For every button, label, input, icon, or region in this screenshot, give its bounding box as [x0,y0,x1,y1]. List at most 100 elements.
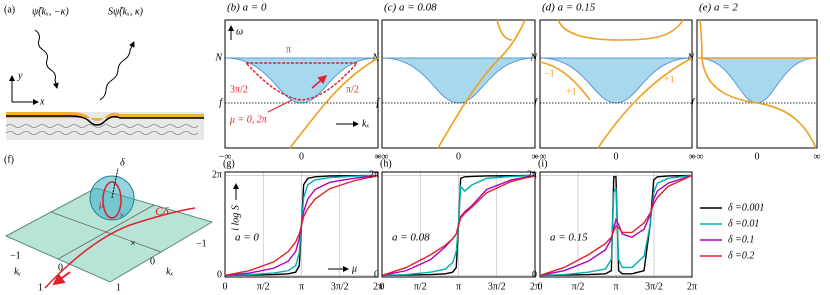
x-tick-label: ∞ [374,151,381,162]
y-axis-label: i log S [230,205,241,231]
band [496,19,513,41]
legend-label: δ =0.001 [728,202,764,213]
series-line [539,174,693,277]
legend-label: δ =0.2 [728,250,754,261]
x-tick-label: 2π [530,281,540,292]
y-tick-label: N [214,52,223,63]
panel-label: (i) [538,158,547,169]
well [696,57,818,104]
kx-label: kₓ [362,118,369,129]
plot-frame [539,171,693,278]
x-tick-label: ∞ [531,151,538,162]
well [224,57,379,104]
panel-b-notes: ω kₓ π 3π/2 π/2 μ = 0, 2π [228,25,369,129]
series-line [539,174,693,277]
y-tick-label: 0 [532,270,537,281]
panel-frame [381,19,536,149]
x-axis-label: μ [351,263,357,274]
ky-label: kᵧ [14,266,21,277]
x-tick-label: ∞ [813,151,820,162]
winding-label: +1 [664,74,675,85]
contour-label: 3π/2 [230,84,248,95]
incident-wave-label: ψ̂(kₓ, −κ) [32,6,69,17]
legend-label: δ =0.1 [728,234,754,245]
contour-label: Cδ [155,204,169,218]
top-panels: (b) a = 0 Nf −∞ 0 ∞ (c) a = 0.08 Nf −∞ 0 ∞ (d) a =… [214,2,820,163]
panel-d-notes: −1 +1 +1 [544,68,675,97]
plot-frame [381,171,536,278]
scattered-wave-label: Sψ̂(kₓ, κ) [108,6,144,17]
band [597,57,693,149]
panel-label: (h) [380,158,392,169]
x-tick-label: π [613,281,618,292]
x-label: x [39,96,45,107]
band [557,19,684,41]
x-tick-label: 0 [299,151,304,162]
panel-frame [539,19,693,149]
panel-frame [224,19,379,149]
scattered-wave [99,41,135,101]
y-tick-label: N [529,52,538,63]
mu-loop [102,181,122,219]
singularity: × [130,238,136,249]
kx-label: kₓ [166,266,173,277]
band [756,102,817,149]
tick-label: 0 [58,262,63,273]
well [381,57,536,104]
tick-label: −1 [196,238,207,249]
winding-label: +1 [566,86,577,97]
series-line [381,174,536,277]
legend-label: δ =0.01 [728,218,759,229]
y-tick-label: f [534,97,538,108]
panel-frame [696,19,818,149]
x-tick-label: π/2 [572,281,585,292]
tick-label: −1 [10,250,21,261]
tick-label: 0 [150,256,155,267]
y-tick-label: 2π [527,170,537,181]
y-tick-label: 0 [374,270,379,281]
x-tick-label: 0 [223,281,228,292]
panel-label: (f) [4,154,14,165]
panel-f: (f) × × δ μ Cδ −1 −1 0 0 1 1 kᵧ kₓ [4,154,214,293]
y-tick-label: 2π [212,170,222,181]
x-tick-label: −∞ [219,151,232,162]
x-tick-label: 0 [380,281,385,292]
x-tick-label: π/2 [414,281,427,292]
y-tick-label: 0 [217,270,222,281]
x-tick-label: π [299,281,304,292]
delta-radius [111,167,119,199]
y-label: y [17,70,23,81]
x-tick-label: ∞ [688,151,695,162]
band [539,61,591,101]
surface-layer [6,112,204,121]
panel-label: (g) [223,158,235,169]
lattice [5,124,199,135]
panel-title: (d) a = 0.15 [542,2,596,14]
contour-label: π [286,44,291,55]
contour-arrow [311,75,328,89]
annotation: a = 0 [235,232,259,244]
y-tick-label: f [219,97,223,108]
x-tick-label: −∞ [691,151,704,162]
panel-title: (c) a = 0.08 [384,2,437,14]
tick-label: 1 [38,282,43,293]
mu-label: μ [98,199,104,210]
contour [44,207,196,289]
omega-label: ω [236,26,243,37]
band [437,19,526,149]
panel-label: (a) [4,4,15,15]
x-tick-label: 3π/2 [331,281,349,292]
x-tick-label: 3π/2 [645,281,663,292]
delta-label: δ [120,157,125,168]
x-tick-label: π [456,281,461,292]
x-tick-label: −∞ [376,151,389,162]
band-curves [289,19,817,149]
winding-label: −1 [544,68,555,79]
contour-label: π/2 [346,84,359,95]
plot-frame [224,171,379,278]
surface [6,115,204,126]
annotation: a = 0.08 [392,232,430,244]
y-tick-label: f [376,97,380,108]
x-tick-label: 0 [456,151,461,162]
panel-title: (b) a = 0 [227,2,267,14]
